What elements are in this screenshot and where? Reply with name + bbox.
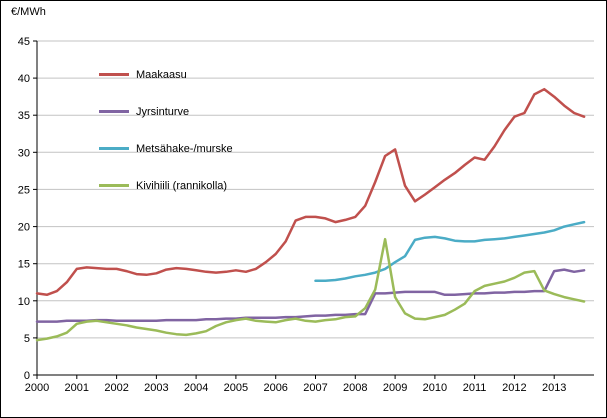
series-line-3 <box>35 237 586 342</box>
y-tick-label: 5 <box>24 333 30 345</box>
x-tick-label: 2002 <box>104 382 128 394</box>
x-tick-label: 2003 <box>144 382 168 394</box>
x-tick-label: 2008 <box>343 382 367 394</box>
y-axis: 0 5 10 15 20 25 30 35 40 45 <box>18 36 38 382</box>
y-tick-label: 35 <box>18 110 30 122</box>
x-tick-label: 2011 <box>463 382 487 394</box>
x-tick-label: 2005 <box>224 382 248 394</box>
y-tick-label: 15 <box>18 259 30 271</box>
x-tick-label: 2001 <box>65 382 89 394</box>
gridlines <box>37 40 594 339</box>
series-line-1 <box>35 268 586 323</box>
legend-item-metsahake: Metsähake-/murske <box>99 130 233 167</box>
legend-label-metsahake: Metsähake-/murske <box>136 142 233 155</box>
y-tick-label: 10 <box>18 296 30 308</box>
legend-label-jyrsinturve: Jyrsinturve <box>136 105 190 118</box>
y-tick-label: 0 <box>24 370 30 382</box>
legend-swatch-jyrsinturve <box>99 110 129 113</box>
y-tick-label: 20 <box>18 222 30 234</box>
y-tick-label: 40 <box>18 73 30 85</box>
chart-legend: Maakaasu Jyrsinturve Metsähake-/murske K… <box>99 56 233 204</box>
x-tick-label: 2006 <box>263 382 287 394</box>
legend-swatch-maakaasu <box>99 73 129 76</box>
x-tick-label: 2000 <box>25 382 49 394</box>
legend-label-maakaasu: Maakaasu <box>136 68 187 81</box>
legend-item-jyrsinturve: Jyrsinturve <box>99 93 233 130</box>
legend-item-kivihiili: Kivihiili (rannikolla) <box>99 167 233 204</box>
y-tick-label: 45 <box>18 36 30 48</box>
y-tick-label: 25 <box>18 184 30 196</box>
legend-label-kivihiili: Kivihiili (rannikolla) <box>136 179 228 192</box>
series-lines <box>35 87 586 342</box>
y-axis-unit-label: €/MWh <box>11 6 46 18</box>
x-tick-label: 2010 <box>423 382 447 394</box>
x-tick-label: 2004 <box>184 382 208 394</box>
x-tick-label: 2013 <box>542 382 566 394</box>
x-tick-label: 2007 <box>303 382 327 394</box>
legend-swatch-metsahake <box>99 147 129 150</box>
series-line-0 <box>35 87 586 297</box>
x-tick-label: 2012 <box>502 382 526 394</box>
x-axis: 2000 2001 2002 2003 2004 2005 2006 2007 2008 2009… <box>25 374 594 394</box>
series-line-2 <box>314 220 586 282</box>
y-tick-label: 30 <box>18 147 30 159</box>
legend-swatch-kivihiili <box>99 184 129 187</box>
x-tick-label: 2009 <box>383 382 407 394</box>
legend-item-maakaasu: Maakaasu <box>99 56 233 93</box>
